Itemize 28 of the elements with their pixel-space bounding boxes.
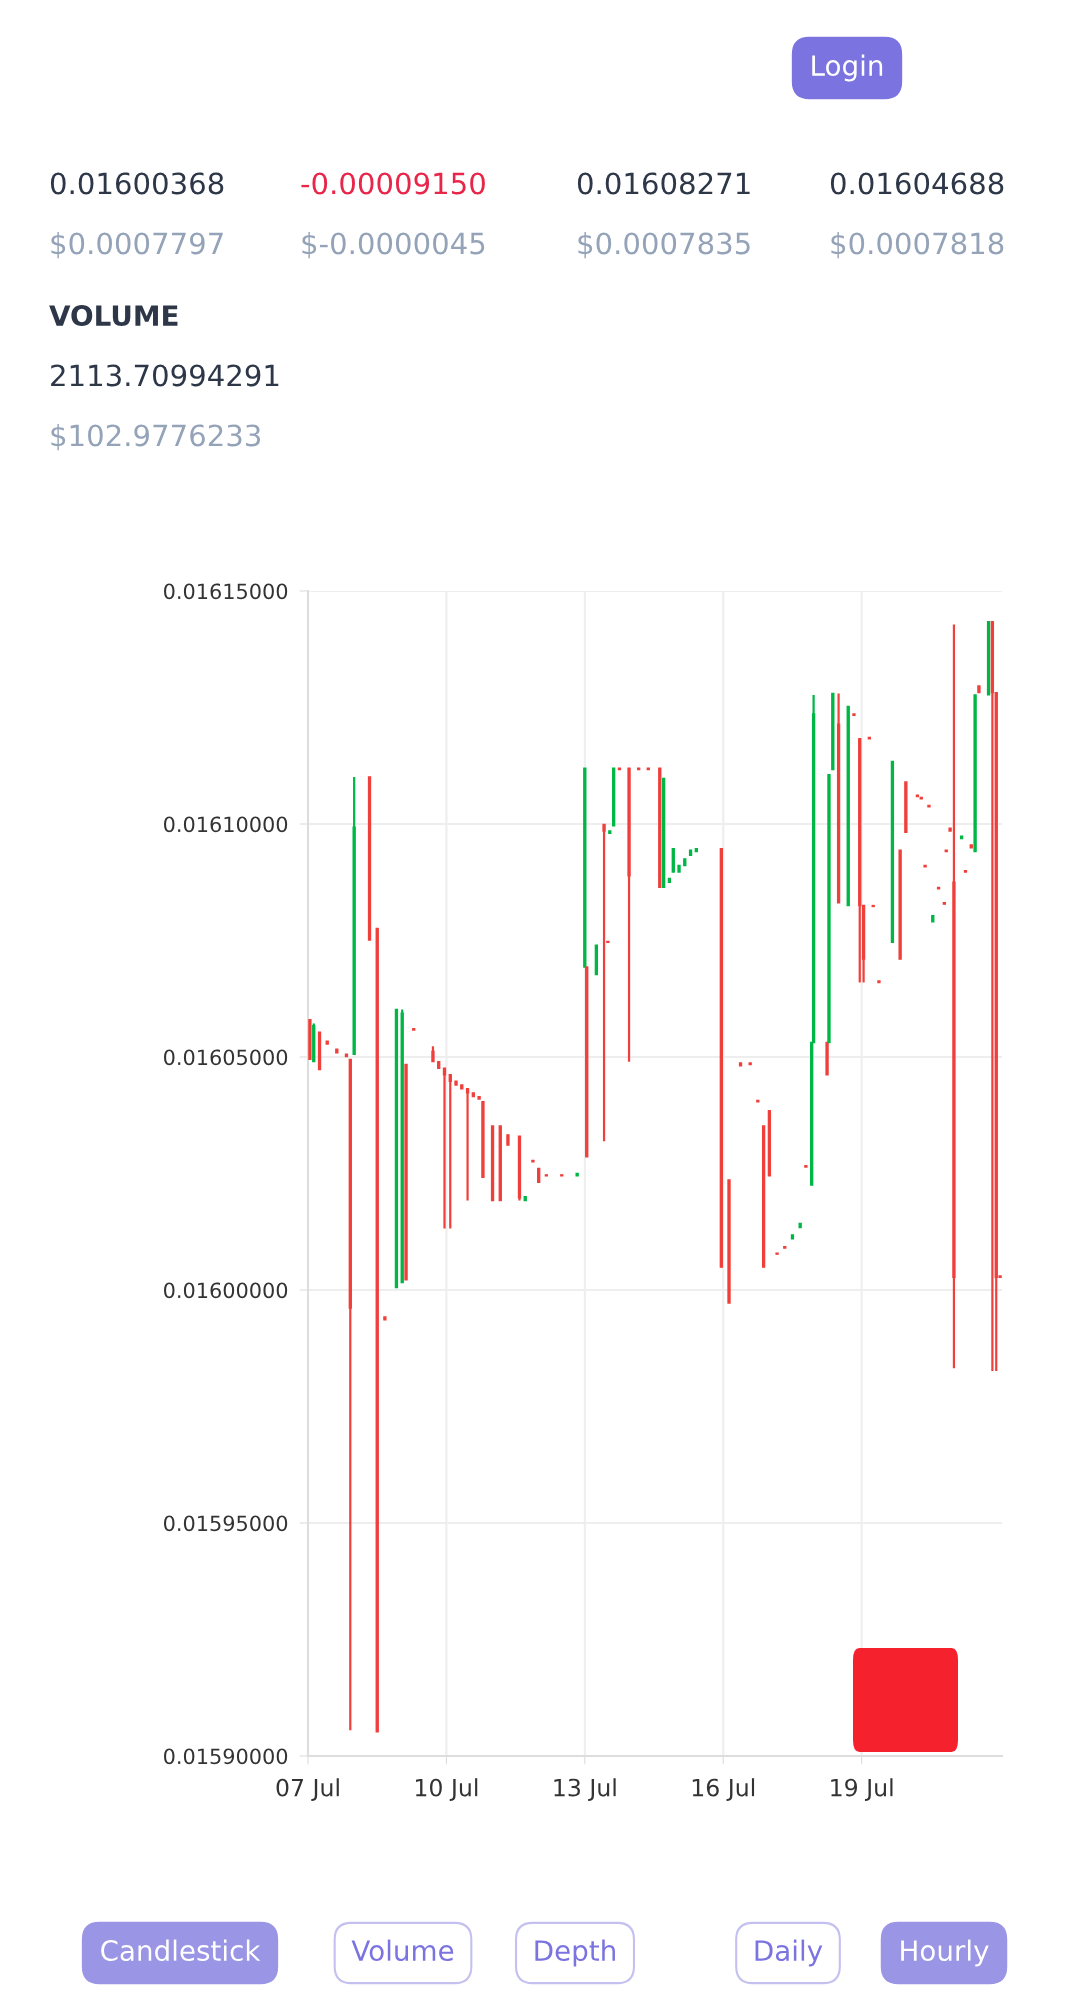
text: Candlestick [101, 1939, 261, 1962]
text: Depth [535, 1939, 615, 1967]
y-tick-label: 0.01595000 [164, 1515, 288, 1532]
text: Login [812, 54, 883, 82]
x-tick-label: 13 Jul [554, 1778, 616, 1801]
text: VOLUME [49, 305, 178, 327]
text: Volume [351, 1939, 454, 1962]
x-tick-label: 16 Jul [692, 1778, 755, 1801]
text: 0.01608271 [577, 172, 750, 195]
text: 0.01600368 [50, 172, 224, 195]
text: $0.0007797 [51, 231, 223, 259]
text: $102.9776233 [51, 423, 261, 451]
y-tick-label: 0.01605000 [164, 1049, 288, 1066]
text: 2113.70994291 [51, 364, 279, 387]
y-tick-label: 0.01600000 [164, 1282, 288, 1299]
text: Daily [755, 1939, 823, 1967]
y-tick-label: 0.01610000 [164, 816, 288, 833]
text: Hourly [901, 1939, 989, 1967]
text: $0.0007835 [578, 231, 750, 259]
y-tick-label: 0.01590000 [164, 1748, 288, 1765]
text: 0.01604688 [830, 172, 1004, 195]
x-tick-label: 19 Jul [831, 1778, 893, 1801]
text: $0.0007818 [831, 231, 1004, 259]
x-tick-label: 10 Jul [415, 1778, 478, 1801]
text: -0.00009150 [301, 172, 485, 195]
x-tick-label: 07 Jul [276, 1778, 339, 1801]
y-tick-label: 0.01615000 [164, 583, 288, 600]
text: $-0.0000045 [302, 231, 485, 259]
